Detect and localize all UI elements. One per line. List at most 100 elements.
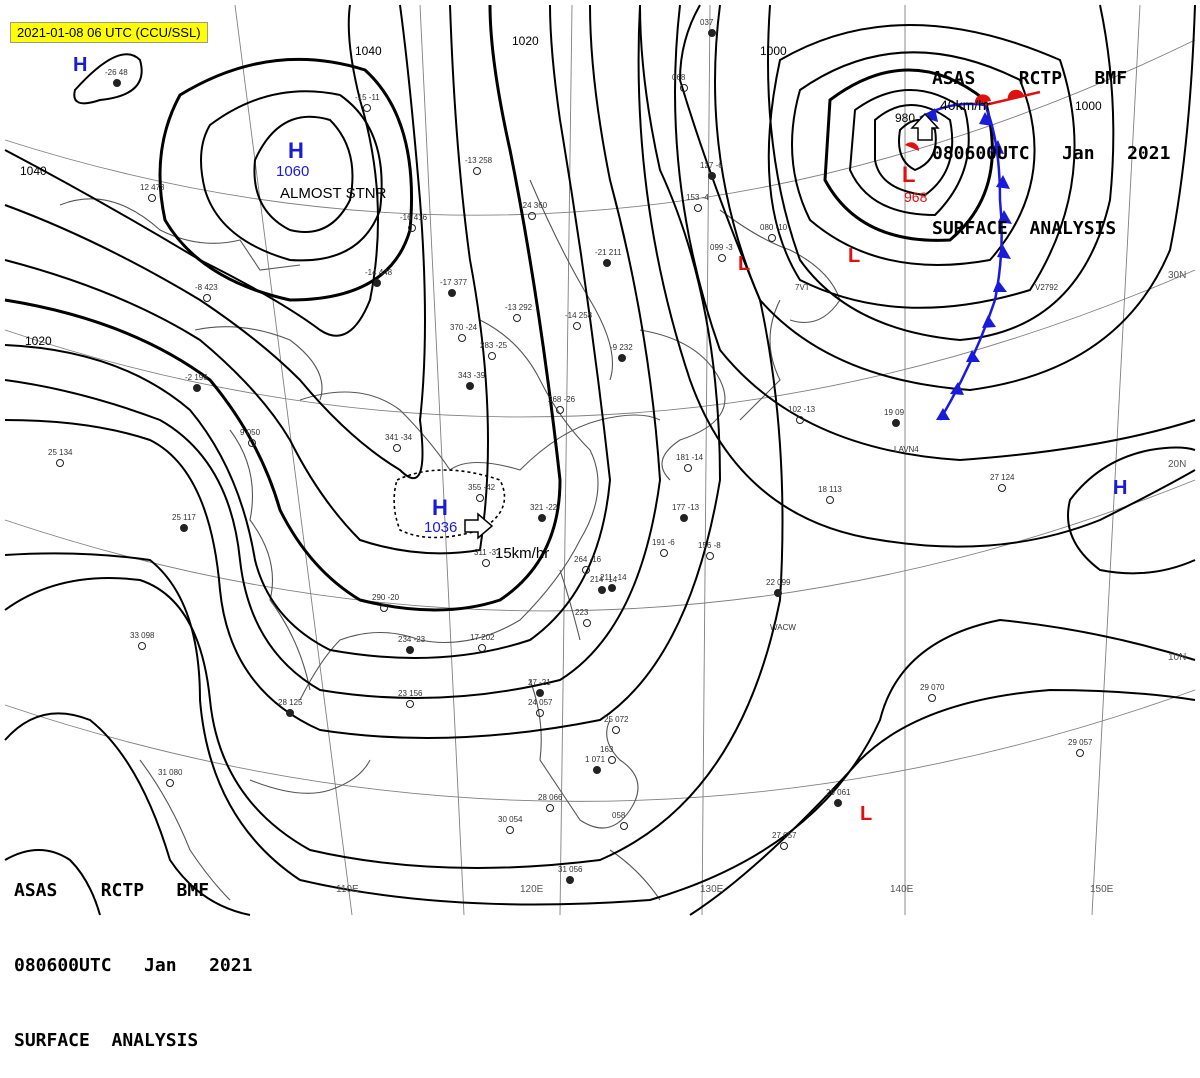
station-plot-label: -17 377 xyxy=(440,278,468,287)
station-marker xyxy=(380,604,388,612)
isobar-label: 1000 xyxy=(760,44,787,58)
station-marker xyxy=(708,29,716,37)
station-marker xyxy=(138,642,146,650)
timestamp-badge: 2021-01-08 06 UTC (CCU/SSL) xyxy=(10,22,208,43)
pressure-value: 968 xyxy=(904,189,928,205)
station-plot-label: -14 258 xyxy=(565,311,593,320)
station-marker xyxy=(488,352,496,360)
station-plot-label: 18 113 xyxy=(818,485,842,494)
station-plot-label: 23 156 xyxy=(398,689,423,698)
station-marker xyxy=(780,842,788,850)
station-plot-label: 22 099 xyxy=(766,578,791,587)
station-marker xyxy=(513,314,521,322)
station-plot-label: 234 -23 xyxy=(398,635,426,644)
station-marker xyxy=(928,694,936,702)
station-marker xyxy=(694,204,702,212)
station-marker xyxy=(892,419,900,427)
station-id-label: 7VT xyxy=(795,283,810,292)
station-marker xyxy=(473,167,481,175)
title-line-2: 080600UTC Jan 2021 xyxy=(932,143,1171,164)
station-marker xyxy=(408,224,416,232)
station-marker xyxy=(774,589,782,597)
station-plot-label: -13 292 xyxy=(505,303,533,312)
station-marker xyxy=(603,259,611,267)
title-block-top: ASAS RCTP BMF 080600UTC Jan 2021 SURFACE… xyxy=(932,16,1170,266)
station-plot-label: -2 196 xyxy=(185,373,208,382)
station-plot-label: 12 473 xyxy=(140,183,165,192)
station-marker xyxy=(1076,749,1084,757)
station-plot-label: -16 416 xyxy=(400,213,428,222)
title-line-1: ASAS RCTP BMF xyxy=(932,68,1128,89)
station-plot-label: 27 -21 xyxy=(528,678,551,687)
motion-arrows xyxy=(464,112,940,540)
station-marker xyxy=(826,496,834,504)
station-plot-label: 290 -20 xyxy=(372,593,400,602)
longitude-label: 130E xyxy=(700,884,724,895)
station-marker xyxy=(620,822,628,830)
isobar-label: 1040 xyxy=(20,164,47,178)
latitude-label: 30N xyxy=(1168,270,1186,281)
station-plot-label: 191 -6 xyxy=(652,538,675,547)
pressure-centers: H H H H L L L L xyxy=(73,54,1127,825)
station-marker xyxy=(538,514,546,522)
station-marker xyxy=(608,756,616,764)
station-plot-label: -26 48 xyxy=(105,68,128,77)
isobar-label: 1040 xyxy=(355,44,382,58)
station-marker xyxy=(618,354,626,362)
station-marker xyxy=(286,709,294,717)
station-marker xyxy=(406,646,414,654)
station-plot-label: -21 211 xyxy=(595,248,622,257)
station-plot-label: 9 050 xyxy=(240,428,261,437)
station-plot-label: 19 09 xyxy=(884,408,905,417)
station-plot-label: 264 -16 xyxy=(574,555,602,564)
weather-map: H H H H L L L L 1060 ALMOST STNR 1036 15… xyxy=(4,4,1196,916)
station-marker xyxy=(148,194,156,202)
station-plot-label: 31 056 xyxy=(558,865,583,874)
station-marker xyxy=(582,566,590,574)
high-center-symbol: H xyxy=(73,54,87,76)
station-plot-label: 29 057 xyxy=(1068,738,1093,747)
station-marker xyxy=(393,444,401,452)
station-id-label: LAVN4 xyxy=(894,445,919,454)
longitude-label: 120E xyxy=(520,884,544,895)
station-marker xyxy=(528,212,536,220)
station-marker xyxy=(478,644,486,652)
station-plot-label: 156 -8 xyxy=(698,541,721,550)
isobar-label: 980 xyxy=(895,111,915,125)
station-plot-label: 33 098 xyxy=(130,631,155,640)
station-plot-label: 080 -10 xyxy=(760,223,788,232)
latitude-label: 10N xyxy=(1168,652,1186,663)
station-plot-label: 163 xyxy=(600,745,614,754)
station-marker xyxy=(248,439,256,447)
station-marker xyxy=(193,384,201,392)
station-marker xyxy=(180,524,188,532)
longitude-label: 140E xyxy=(890,884,914,895)
station-marker xyxy=(506,826,514,834)
station-marker xyxy=(612,726,620,734)
pressure-value: 1036 xyxy=(424,519,457,536)
low-center-symbol: L xyxy=(848,245,860,267)
station-plot-label: 27 124 xyxy=(990,473,1015,482)
cold-front xyxy=(905,89,1041,421)
station-plot-label: 321 -22 xyxy=(530,503,558,512)
graticule xyxy=(4,4,1196,916)
low-center-symbol: L xyxy=(860,803,872,825)
station-plot-label: 153 -4 xyxy=(686,193,709,202)
station-plot-label: 1 071 xyxy=(585,755,606,764)
station-plot-label: 127 -6 xyxy=(700,161,723,170)
station-plot-label: 28 125 xyxy=(278,698,303,707)
isobar-label: 1020 xyxy=(25,334,52,348)
station-marker xyxy=(768,234,776,242)
station-marker xyxy=(363,104,371,112)
station-marker xyxy=(406,700,414,708)
station-plot-label: 268 -26 xyxy=(548,395,576,404)
station-plot-label: 099 -3 xyxy=(710,243,733,252)
station-marker xyxy=(566,876,574,884)
station-marker xyxy=(706,552,714,560)
station-marker xyxy=(166,779,174,787)
station-marker xyxy=(482,559,490,567)
pressure-value: 1060 xyxy=(276,163,309,180)
station-marker xyxy=(718,254,726,262)
station-marker xyxy=(680,514,688,522)
high-center-symbol: H xyxy=(1113,477,1127,499)
